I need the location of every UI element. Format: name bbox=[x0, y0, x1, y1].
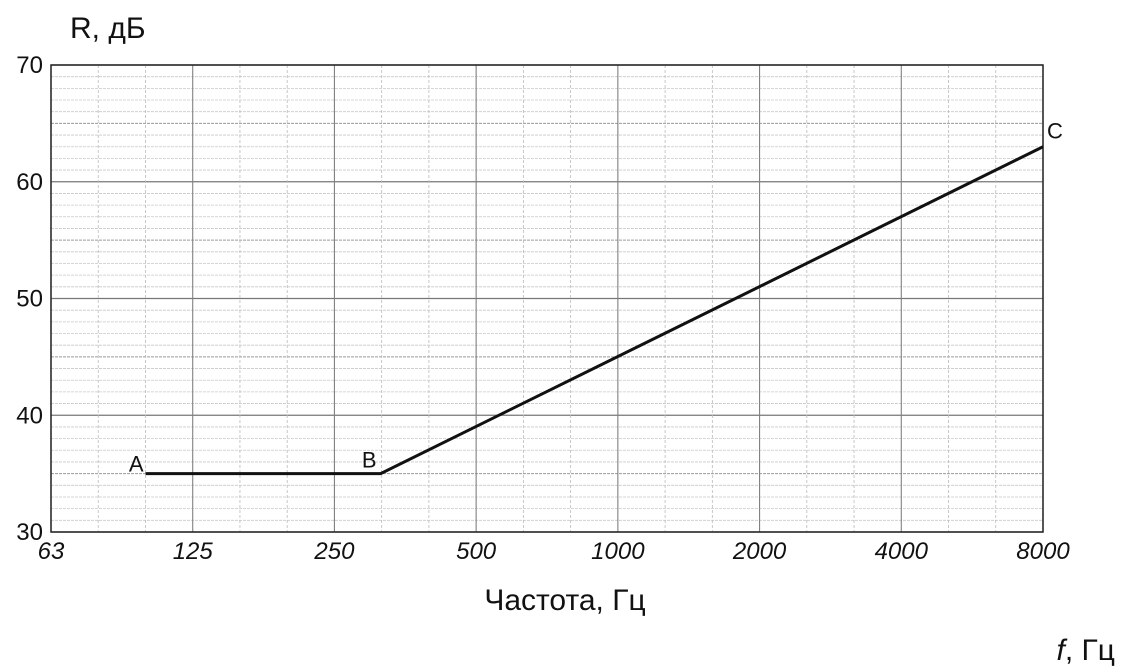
x-tick-label: 125 bbox=[173, 538, 214, 565]
x-tick-label: 250 bbox=[313, 538, 355, 565]
y-tick-label: 40 bbox=[16, 402, 43, 429]
x-tick-label: 1000 bbox=[591, 538, 645, 565]
series-line bbox=[145, 145, 1044, 476]
y-axis-title: R, дБ bbox=[70, 12, 146, 45]
point-label: A bbox=[129, 452, 144, 477]
x-tick-label: 2000 bbox=[732, 538, 787, 565]
y-tick-label: 70 bbox=[16, 52, 43, 79]
y-tick-label: 30 bbox=[16, 519, 43, 546]
point-label: C bbox=[1047, 119, 1063, 144]
y-tick-label: 60 bbox=[16, 169, 43, 196]
point-label: B bbox=[362, 448, 377, 473]
y-tick-label: 50 bbox=[16, 286, 43, 313]
x-axis-title-secondary: f, Гц bbox=[1057, 634, 1115, 667]
series: A B C bbox=[129, 119, 1063, 477]
x-tick-label: 500 bbox=[456, 538, 497, 565]
x-tick-label: 4000 bbox=[875, 538, 929, 565]
x-tick-label: 8000 bbox=[1016, 538, 1070, 565]
x-axis-title: Частота, Гц bbox=[484, 584, 645, 617]
grid bbox=[50, 64, 1044, 533]
y-axis-ticks: 30 40 50 60 70 bbox=[16, 52, 43, 546]
plot-frame bbox=[50, 64, 1044, 533]
x-tick-label: 63 bbox=[38, 538, 65, 565]
x-axis-ticks: 63 125 250 500 1000 2000 4000 8000 bbox=[38, 538, 1071, 565]
